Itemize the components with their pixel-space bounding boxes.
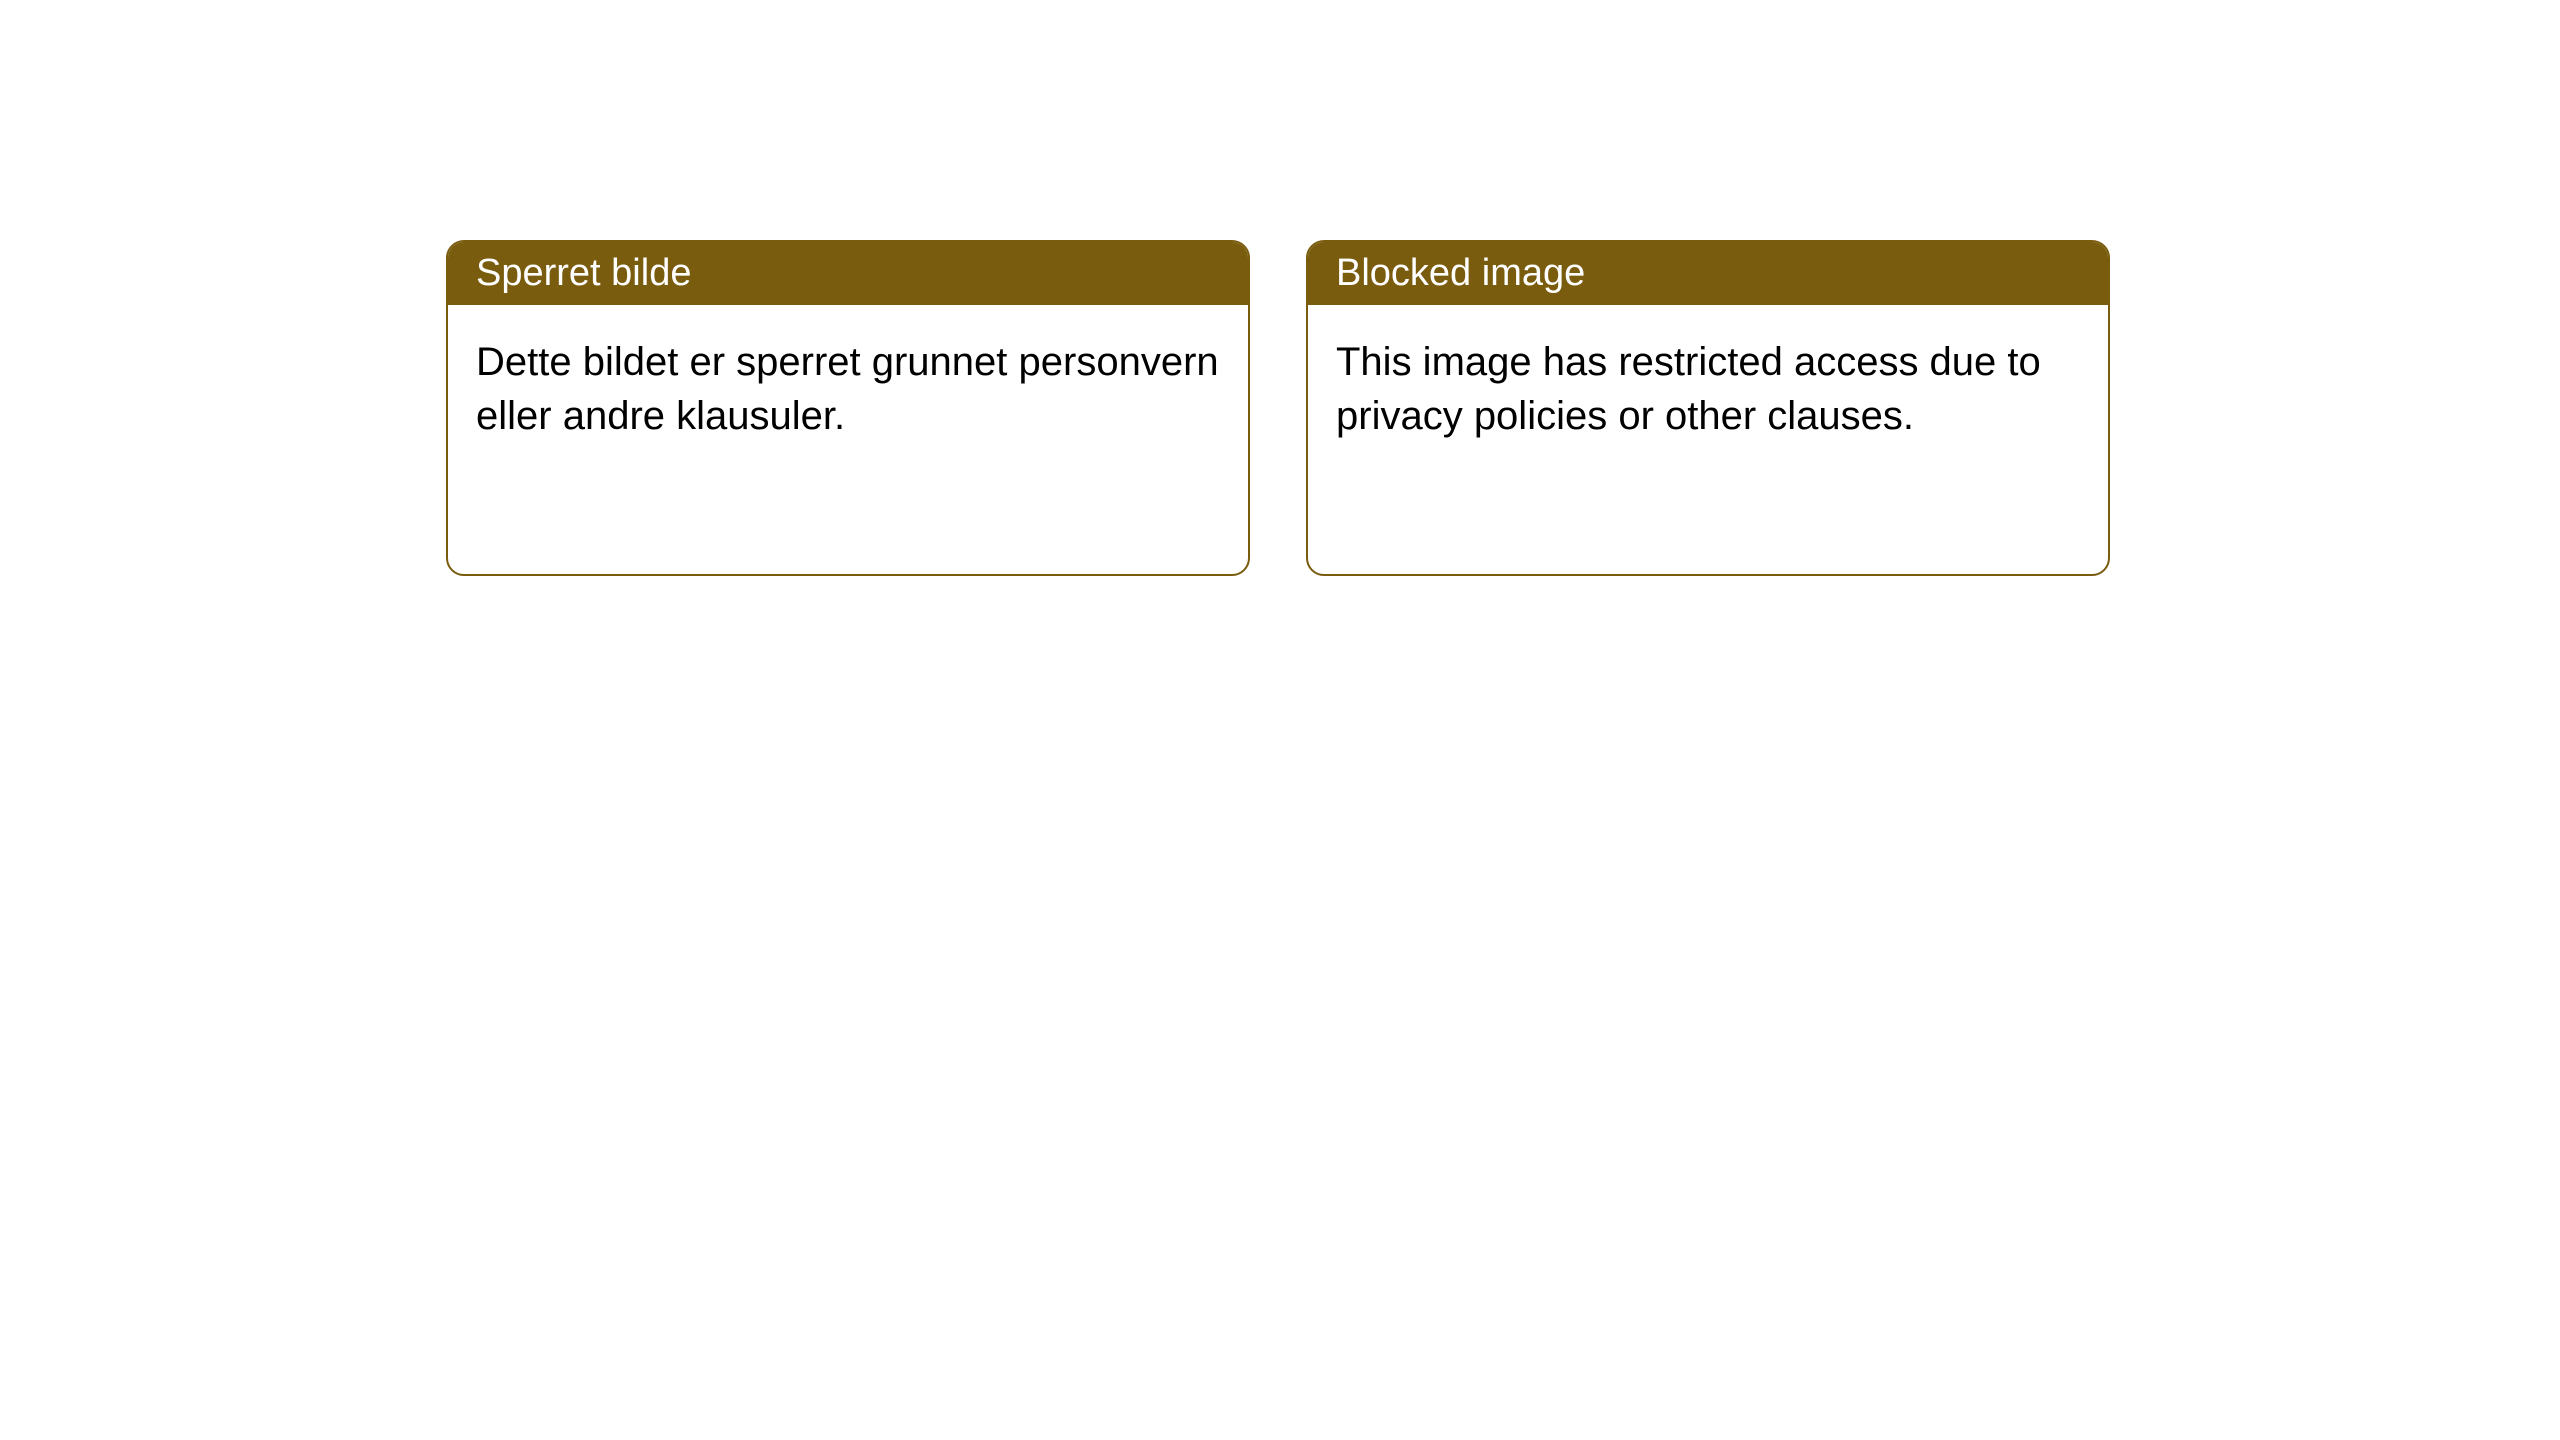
notice-body-norwegian: Dette bildet er sperret grunnet personve… bbox=[448, 305, 1248, 473]
notice-title: Blocked image bbox=[1336, 252, 1585, 294]
notice-header-english: Blocked image bbox=[1308, 242, 2108, 305]
notice-body-english: This image has restricted access due to … bbox=[1308, 305, 2108, 473]
notice-text: This image has restricted access due to … bbox=[1336, 340, 2041, 438]
notice-card-norwegian: Sperret bilde Dette bildet er sperret gr… bbox=[446, 240, 1250, 576]
notice-header-norwegian: Sperret bilde bbox=[448, 242, 1248, 305]
notice-title: Sperret bilde bbox=[476, 252, 691, 294]
notice-text: Dette bildet er sperret grunnet personve… bbox=[476, 340, 1219, 438]
notice-container: Sperret bilde Dette bildet er sperret gr… bbox=[446, 240, 2110, 576]
notice-card-english: Blocked image This image has restricted … bbox=[1306, 240, 2110, 576]
